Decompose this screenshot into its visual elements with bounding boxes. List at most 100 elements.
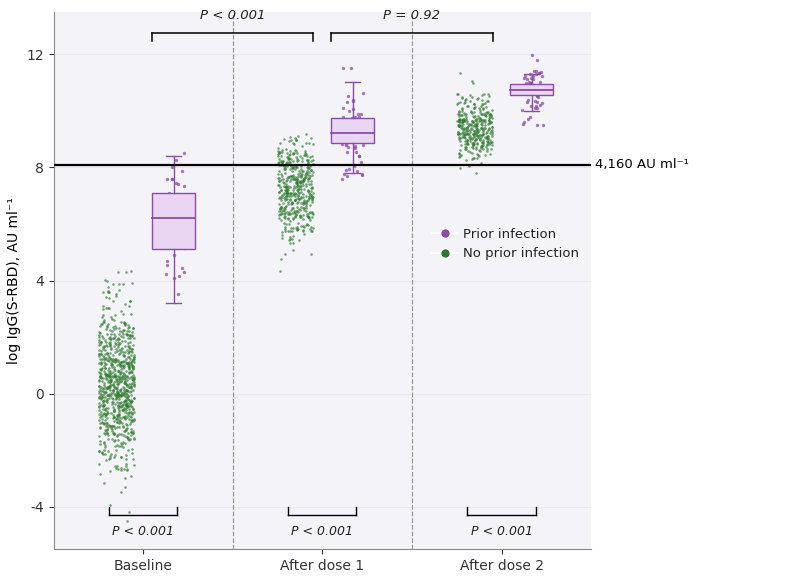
Point bbox=[124, 413, 137, 422]
Point bbox=[293, 166, 306, 176]
Point bbox=[97, 438, 110, 448]
Point bbox=[466, 111, 479, 121]
Point bbox=[104, 325, 117, 335]
Point bbox=[118, 360, 130, 369]
Point bbox=[289, 177, 302, 186]
Point bbox=[274, 205, 286, 214]
Point bbox=[110, 389, 123, 398]
Point bbox=[298, 198, 310, 208]
Point bbox=[302, 164, 314, 173]
Point bbox=[122, 358, 134, 368]
Point bbox=[478, 132, 491, 142]
Point bbox=[280, 194, 293, 204]
Point bbox=[102, 447, 114, 456]
Point bbox=[465, 76, 478, 85]
Point bbox=[479, 129, 492, 138]
Point bbox=[296, 197, 309, 206]
Point bbox=[121, 423, 134, 433]
Point bbox=[280, 184, 293, 194]
Point bbox=[304, 152, 317, 161]
Point bbox=[121, 386, 134, 395]
Point bbox=[114, 398, 126, 407]
Point bbox=[96, 447, 109, 456]
Point bbox=[456, 118, 469, 127]
Point bbox=[454, 140, 467, 150]
Point bbox=[470, 117, 482, 126]
Point bbox=[98, 350, 111, 359]
Point bbox=[298, 205, 310, 214]
Point bbox=[98, 429, 111, 438]
Point bbox=[336, 174, 349, 183]
Point bbox=[110, 463, 122, 472]
Point bbox=[115, 430, 128, 439]
Point bbox=[465, 107, 478, 116]
Point bbox=[297, 192, 310, 201]
Bar bbox=[331, 118, 374, 143]
Point bbox=[274, 195, 287, 205]
Point bbox=[299, 220, 312, 230]
Point bbox=[112, 335, 125, 344]
Point bbox=[274, 193, 286, 202]
Point bbox=[299, 151, 312, 160]
Point bbox=[357, 141, 370, 150]
Point bbox=[98, 345, 111, 354]
Point bbox=[482, 96, 494, 105]
Point bbox=[482, 123, 495, 132]
Point bbox=[104, 337, 117, 346]
Point bbox=[302, 162, 314, 172]
Point bbox=[103, 385, 116, 394]
Point bbox=[283, 208, 296, 217]
Point bbox=[98, 409, 111, 419]
Point bbox=[288, 181, 301, 190]
Text: P < 0.001: P < 0.001 bbox=[291, 525, 354, 538]
Point bbox=[107, 381, 120, 390]
Point bbox=[285, 188, 298, 198]
Point bbox=[471, 93, 484, 103]
Point bbox=[126, 361, 139, 370]
Point bbox=[285, 155, 298, 164]
Point bbox=[285, 171, 298, 180]
Point bbox=[103, 372, 116, 382]
Point bbox=[102, 286, 114, 295]
Point bbox=[290, 190, 302, 199]
Point bbox=[124, 358, 137, 367]
Point bbox=[283, 219, 296, 229]
Point bbox=[339, 139, 352, 148]
Point bbox=[115, 405, 128, 414]
Point bbox=[93, 440, 106, 449]
Point bbox=[477, 103, 490, 113]
Point bbox=[124, 296, 137, 306]
Point bbox=[127, 351, 140, 360]
Point bbox=[299, 169, 312, 178]
Point bbox=[110, 414, 122, 423]
Point bbox=[471, 138, 484, 147]
Point bbox=[346, 137, 358, 146]
Point bbox=[100, 404, 113, 413]
Point bbox=[298, 151, 311, 160]
Point bbox=[98, 387, 110, 396]
Point bbox=[120, 405, 133, 415]
Point bbox=[102, 320, 114, 329]
Point bbox=[121, 334, 134, 343]
Point bbox=[167, 206, 180, 215]
Point bbox=[118, 372, 131, 382]
Point bbox=[110, 390, 122, 400]
Point bbox=[302, 174, 314, 183]
Point bbox=[302, 191, 315, 201]
Point bbox=[110, 374, 122, 383]
Point bbox=[288, 213, 301, 222]
Point bbox=[107, 394, 120, 404]
Point bbox=[293, 195, 306, 204]
Point bbox=[97, 401, 110, 410]
Point bbox=[278, 134, 290, 143]
Point bbox=[113, 357, 126, 367]
Point bbox=[100, 322, 113, 331]
Point bbox=[301, 219, 314, 229]
Point bbox=[102, 383, 114, 393]
Point bbox=[170, 238, 183, 248]
Point bbox=[115, 439, 128, 448]
Point bbox=[98, 408, 110, 418]
Point bbox=[94, 423, 106, 433]
Point bbox=[170, 222, 182, 231]
Point bbox=[461, 129, 474, 138]
